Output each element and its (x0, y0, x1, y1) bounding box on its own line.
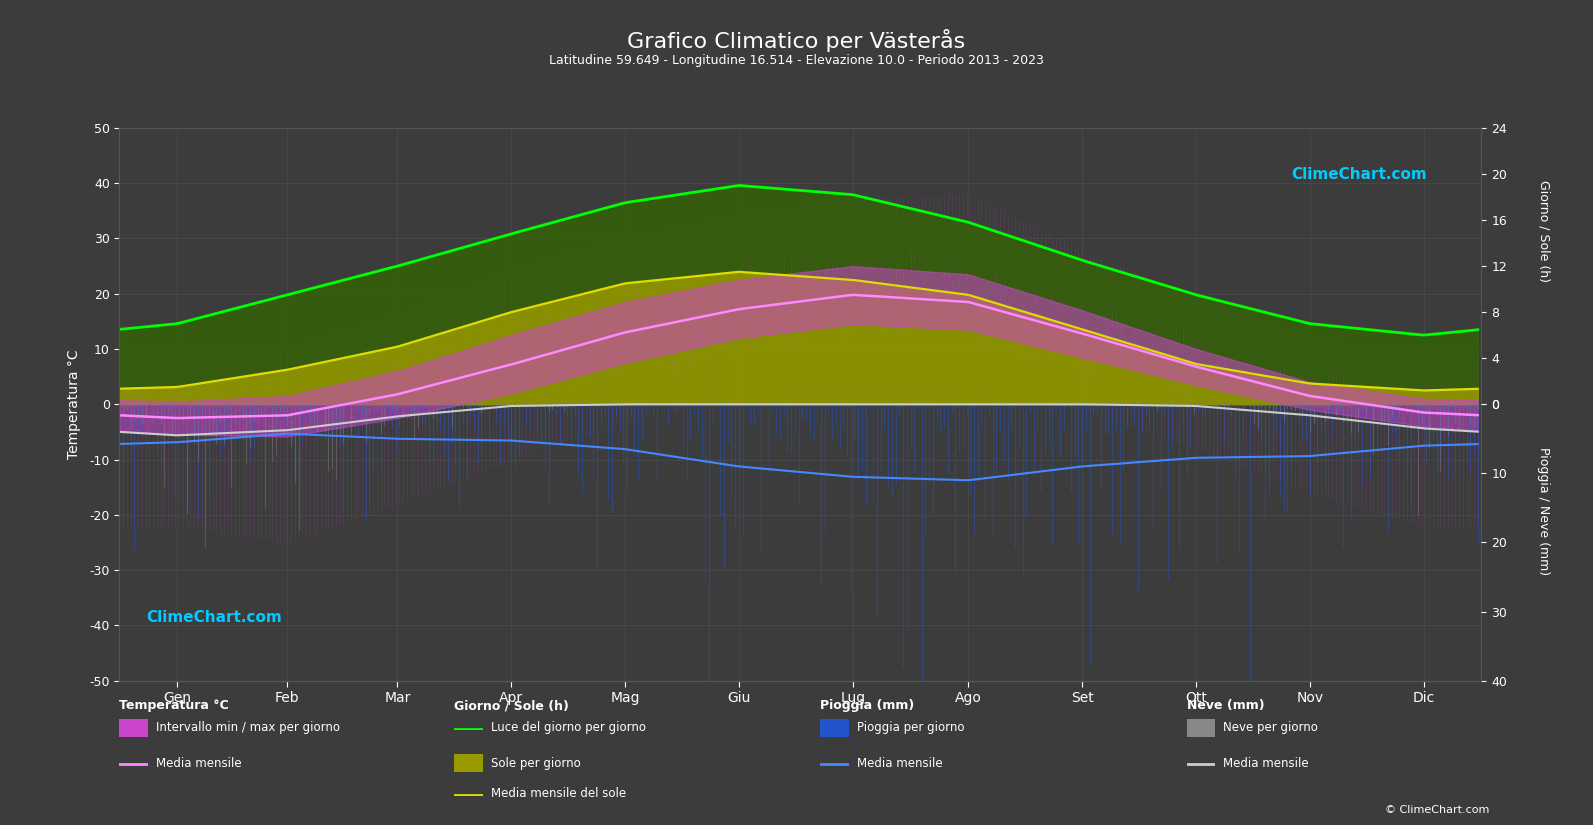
Text: Media mensile: Media mensile (1223, 757, 1309, 770)
Text: ClimeChart.com: ClimeChart.com (1292, 167, 1427, 182)
Text: Media mensile del sole: Media mensile del sole (491, 787, 626, 800)
Text: Pioggia per giorno: Pioggia per giorno (857, 721, 964, 734)
Text: Giorno / Sole (h): Giorno / Sole (h) (454, 700, 569, 713)
Text: Luce del giorno per giorno: Luce del giorno per giorno (491, 721, 645, 734)
Text: Temperatura °C: Temperatura °C (119, 700, 229, 713)
Text: Grafico Climatico per Västerås: Grafico Climatico per Västerås (628, 29, 965, 52)
Text: Pioggia (mm): Pioggia (mm) (820, 700, 914, 713)
Text: Media mensile: Media mensile (156, 757, 242, 770)
Text: Neve (mm): Neve (mm) (1187, 700, 1265, 713)
Text: Neve per giorno: Neve per giorno (1223, 721, 1319, 734)
Text: Giorno / Sole (h): Giorno / Sole (h) (1537, 180, 1550, 282)
Text: Pioggia / Neve (mm): Pioggia / Neve (mm) (1537, 447, 1550, 576)
Text: Intervallo min / max per giorno: Intervallo min / max per giorno (156, 721, 341, 734)
Text: ClimeChart.com: ClimeChart.com (147, 610, 282, 625)
Text: Media mensile: Media mensile (857, 757, 943, 770)
Text: © ClimeChart.com: © ClimeChart.com (1384, 805, 1489, 815)
Text: Latitudine 59.649 - Longitudine 16.514 - Elevazione 10.0 - Periodo 2013 - 2023: Latitudine 59.649 - Longitudine 16.514 -… (550, 54, 1043, 67)
Text: Sole per giorno: Sole per giorno (491, 757, 580, 770)
Y-axis label: Temperatura °C: Temperatura °C (67, 350, 81, 459)
